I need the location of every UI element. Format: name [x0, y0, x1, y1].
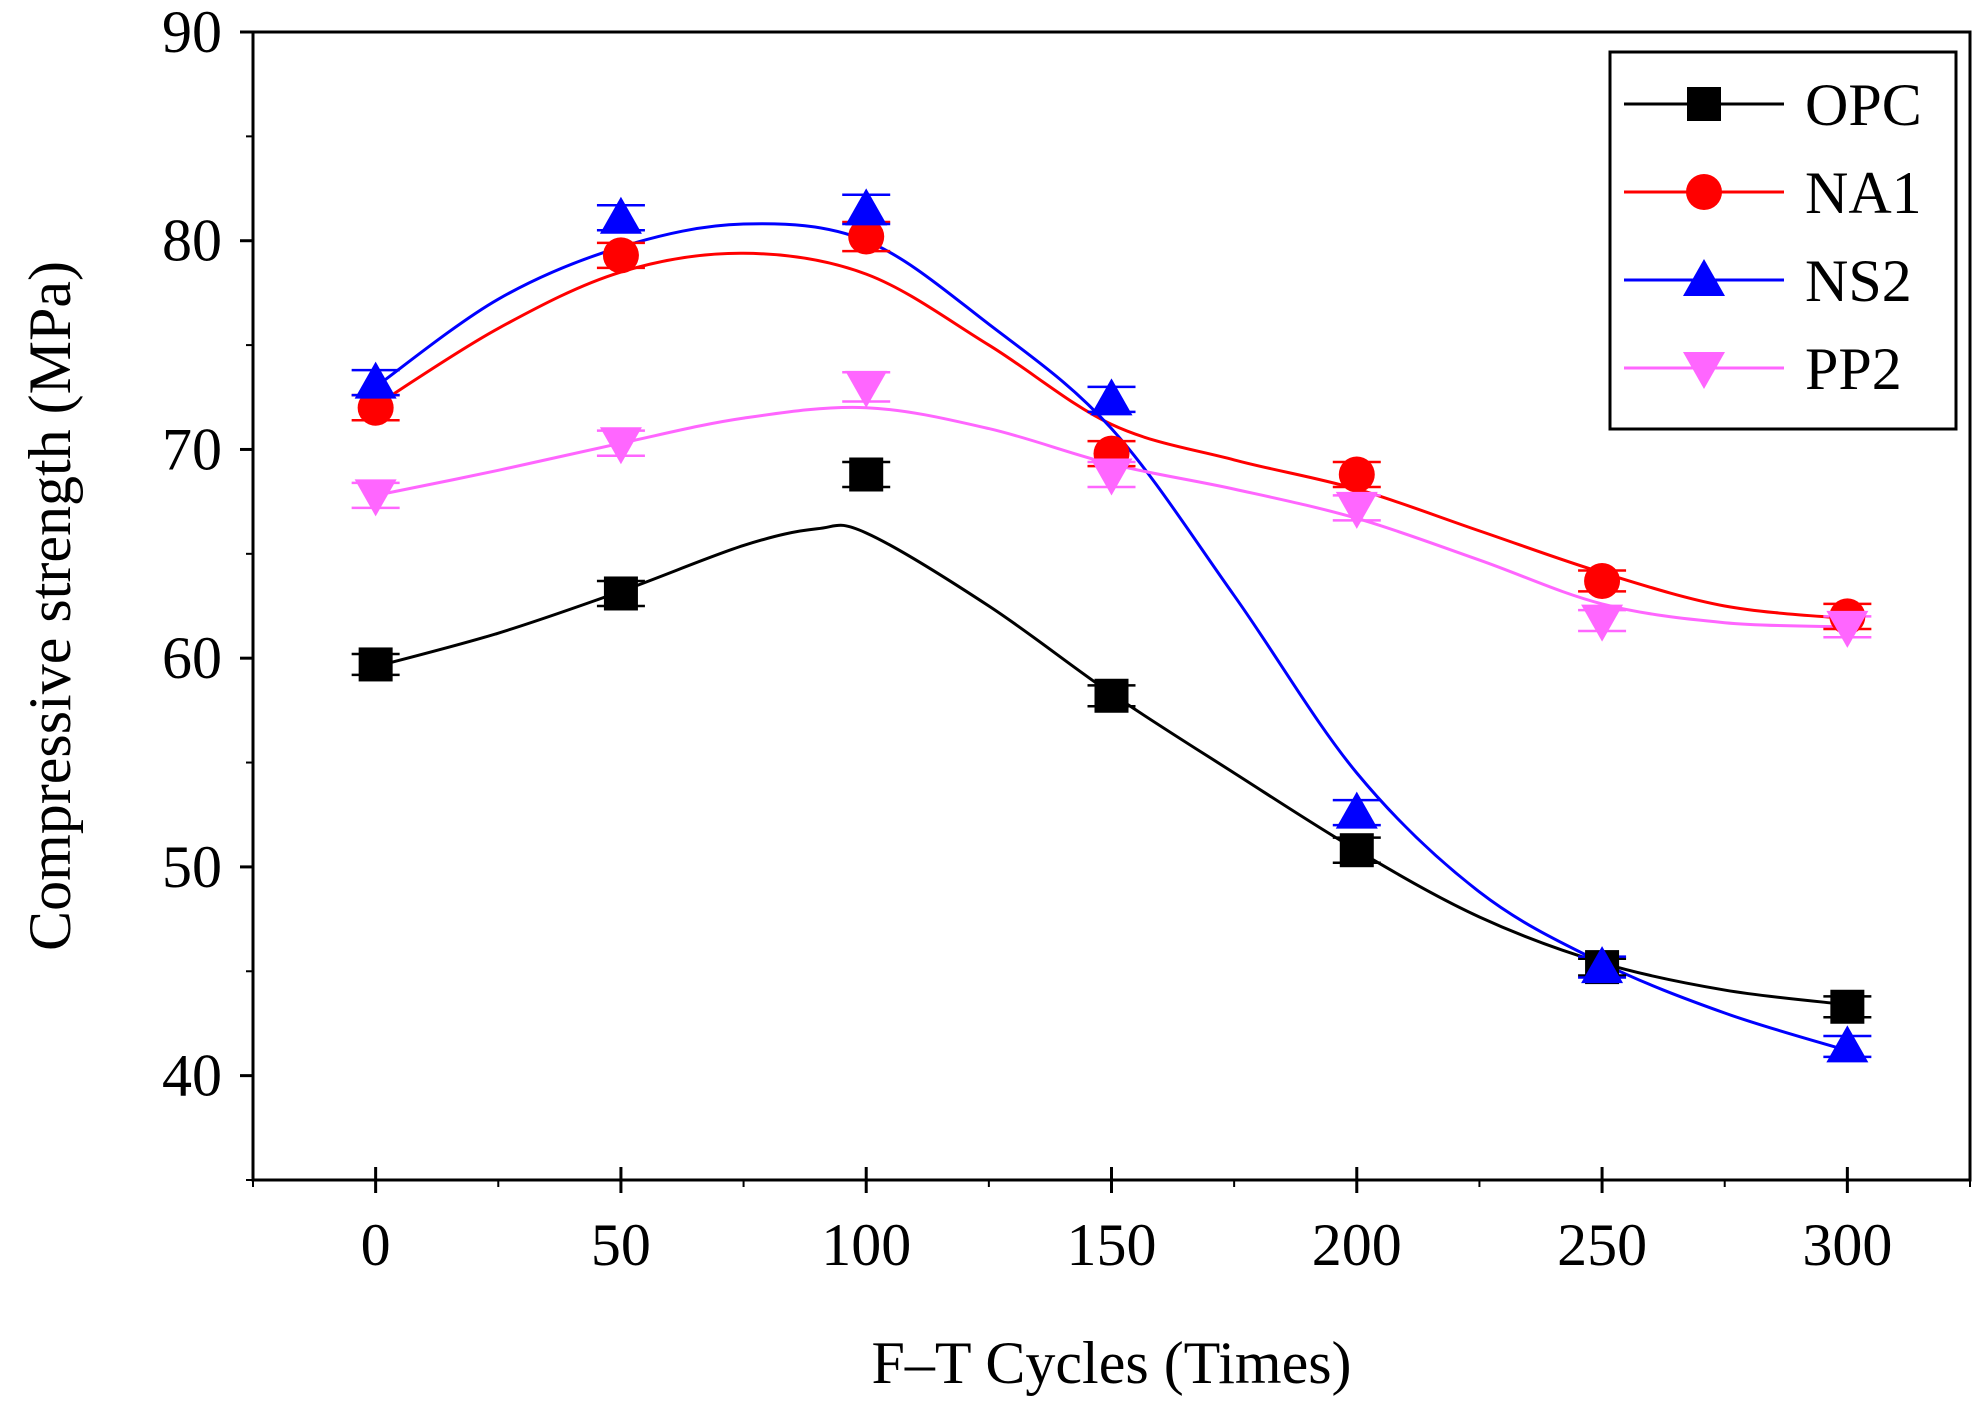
y-tick-label: 50 [162, 834, 222, 900]
legend: OPC NA1 NS2 PP2 [1608, 50, 1958, 431]
x-tick-label: 250 [1557, 1212, 1647, 1278]
y-tick-label: 60 [162, 625, 222, 691]
legend-marker-na1 [1686, 174, 1722, 210]
data-point-pp2 [1826, 610, 1869, 648]
legend-marker-pp2 [1683, 352, 1725, 389]
data-point-pp2 [354, 479, 397, 517]
x-axis-label: F–T Cycles (Times) [871, 1330, 1351, 1396]
data-point-opc [603, 576, 638, 611]
legend-label-na1: NA1 [1805, 160, 1922, 226]
x-tick-label: 200 [1312, 1212, 1402, 1278]
data-point-opc [849, 457, 884, 492]
data-point-pp2 [599, 427, 642, 465]
y-tick-label: 80 [162, 208, 222, 274]
series-curve-opc [375, 523, 1848, 1007]
y-axis: 40 50 60 70 80 90 [162, 0, 253, 1181]
y-tick-label: 90 [162, 0, 222, 65]
legend-marker-ns2 [1683, 259, 1725, 296]
data-point-ns2 [1335, 791, 1378, 829]
legend-box [1608, 50, 1958, 431]
plot-frame [251, 30, 1972, 1182]
x-tick-label: 300 [1802, 1212, 1892, 1278]
legend-label-opc: OPC [1805, 72, 1922, 138]
data-point-ns2 [1826, 1025, 1869, 1063]
x-tick-label: 100 [821, 1212, 911, 1278]
x-tick-label: 0 [361, 1212, 391, 1278]
data-point-pp2 [1090, 458, 1133, 496]
data-point-ns2 [845, 188, 888, 226]
data-point-pp2 [1335, 491, 1378, 529]
x-axis: 0 50 100 150 200 250 300 [252, 1167, 1971, 1278]
data-point-na1 [602, 237, 639, 274]
data-point-ns2 [354, 361, 397, 399]
y-tick-label: 70 [162, 416, 222, 482]
y-tick-label: 40 [162, 1043, 222, 1109]
data-point-ns2 [1090, 378, 1133, 416]
data-point-opc [358, 647, 393, 682]
data-point-na1 [848, 218, 885, 255]
data-point-ns2 [599, 196, 642, 234]
x-tick-label: 50 [591, 1212, 651, 1278]
x-tick-label: 150 [1067, 1212, 1157, 1278]
y-axis-label: Compressive strength (MPa) [17, 261, 83, 951]
legend-marker-opc [1687, 87, 1721, 121]
plot-markers [354, 188, 1869, 1063]
data-point-na1 [357, 389, 394, 426]
data-point-pp2 [845, 370, 888, 408]
data-point-opc [1339, 833, 1374, 868]
data-point-opc [1094, 678, 1129, 713]
data-point-pp2 [1581, 604, 1624, 642]
data-point-na1 [1584, 562, 1621, 599]
data-point-ns2 [1581, 946, 1624, 984]
data-point-na1 [1338, 456, 1375, 493]
data-point-opc [1830, 989, 1865, 1024]
legend-label-pp2: PP2 [1805, 336, 1902, 402]
legend-label-ns2: NS2 [1805, 248, 1912, 314]
